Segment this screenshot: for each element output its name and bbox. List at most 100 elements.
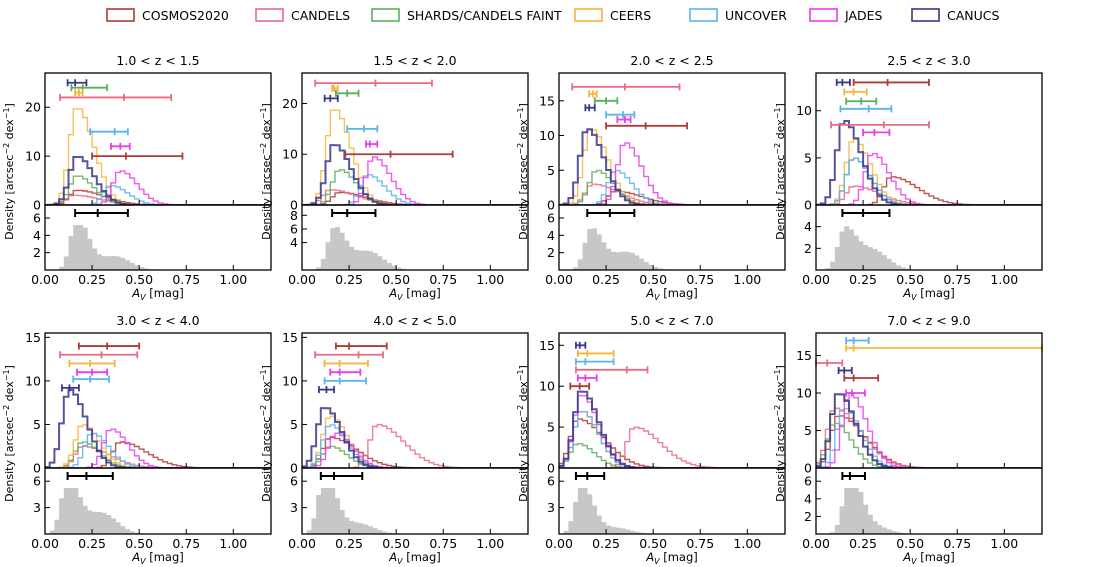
overall-errorbar (319, 472, 364, 480)
combined-histogram (573, 228, 668, 270)
combined-bin (115, 256, 121, 270)
combined-bin (59, 498, 65, 534)
combined-bin (320, 258, 326, 270)
panel: 3.0 < z < 4.0 0 5 10 15 3 6 0.00 0.25 0.50 0.75 1.0… (2, 313, 272, 566)
y-axis-label: Density [arcsec−2 dex−1] (773, 365, 787, 502)
y-tick-label: 6 (290, 474, 298, 489)
combined-bin (363, 250, 369, 270)
y-tick-label: 2 (804, 509, 812, 524)
combined-bin (896, 265, 902, 270)
y-tick-label: 0 (33, 198, 41, 213)
combined-bin (63, 488, 69, 534)
y-tick-label: 3 (290, 500, 298, 515)
survey-errorbar (845, 389, 866, 397)
bottom-axes (301, 467, 529, 535)
survey-errorbar (314, 79, 433, 87)
x-tick-label: 0.00 (288, 536, 316, 551)
y-tick-label: 5 (290, 417, 298, 432)
survey-errorbar (74, 89, 84, 97)
x-tick-label: 0.75 (943, 536, 971, 551)
survey-errorbar (845, 337, 870, 344)
bottom-axes (44, 204, 272, 271)
survey-histogram (816, 152, 1042, 205)
combined-bin (344, 517, 350, 534)
combined-histogram (825, 226, 916, 270)
combined-bin (825, 268, 831, 270)
survey-errorbar (331, 84, 339, 92)
combined-bin (587, 229, 593, 270)
y-axis-label: Density [arcsec−2 dex−1] (259, 365, 273, 502)
x-tick-label: 0.25 (849, 536, 877, 551)
histograms (816, 392, 1042, 468)
y-tick-label: 3 (547, 500, 555, 515)
panel: 2.5 < z < 3.0 0 5 10 2 4 0.00 0.25 0.50 0.75 1.00 A… (773, 53, 1043, 302)
y-tick-label: 0 (290, 198, 298, 213)
survey-histogram (816, 185, 1042, 205)
survey-histogram (816, 157, 1042, 205)
combined-bin (596, 515, 602, 534)
y-tick-label: 6 (804, 474, 812, 489)
combined-bin (863, 245, 869, 270)
survey-errorbar (837, 367, 853, 374)
survey-histogram (45, 388, 271, 468)
survey-histogram (816, 392, 1042, 468)
combined-bin (844, 226, 850, 270)
survey-histogram (45, 428, 271, 468)
combined-bin (881, 527, 887, 534)
y-tick-label: 10 (796, 103, 812, 118)
survey-errorbar (110, 142, 131, 150)
combined-bin (101, 512, 107, 534)
survey-errorbar (584, 104, 596, 112)
survey-errorbar (365, 140, 379, 148)
panel-title: 1.5 < z < 2.0 (373, 53, 456, 68)
x-tick-label: 0.75 (429, 272, 457, 287)
combined-bin (344, 240, 350, 270)
histograms (45, 388, 271, 468)
x-tick-label: 0.50 (125, 272, 153, 287)
combined-bin (115, 522, 121, 534)
x-tick-label: 0.50 (639, 272, 667, 287)
combined-bin (316, 495, 322, 534)
x-axis-label: AV [mag] (902, 550, 955, 566)
combined-bin (367, 526, 373, 534)
combined-bin (87, 238, 93, 270)
combined-bin (639, 258, 645, 270)
combined-bin (886, 529, 892, 534)
combined-bin (349, 520, 355, 534)
x-axis-label: AV [mag] (131, 286, 184, 302)
survey-histogram (302, 424, 528, 468)
panel: 1.5 < z < 2.0 0 10 20 468 0.00 0.25 0.50 0.75 1.0… (259, 53, 529, 302)
y-axis-label: Density [arcsec−2 dex−1] (2, 365, 16, 502)
combined-bin (573, 267, 579, 270)
panel-title: 5.0 < z < 7.0 (630, 313, 713, 328)
panel-title: 2.0 < z < 2.5 (630, 53, 713, 68)
x-tick-label: 1.00 (733, 536, 761, 551)
y-tick-label: 2 (33, 245, 41, 260)
combined-bin (92, 511, 98, 534)
combined-bin (139, 267, 145, 270)
combined-histogram (45, 488, 145, 534)
y-tick-label: 15 (25, 330, 41, 345)
y-tick-label: 6 (547, 474, 555, 489)
x-tick-label: 0.75 (943, 272, 971, 287)
survey-errorbar (815, 359, 844, 367)
top-axes (815, 72, 1043, 206)
combined-bin (867, 247, 873, 270)
y-tick-label: 2 (547, 245, 555, 260)
survey-histogram (45, 189, 271, 205)
combined-bin (830, 261, 836, 270)
survey-errorbar (605, 122, 688, 130)
combined-bin (634, 255, 640, 270)
combined-bin (858, 492, 864, 534)
x-tick-label: 1.00 (476, 536, 504, 551)
combined-bin (886, 258, 892, 270)
survey-errorbar (68, 359, 116, 367)
legend: COSMOS2020 CANDELS SHARDS/CANDELS FAINT CEE… (106, 8, 1000, 23)
combined-bin (577, 259, 583, 270)
x-tick-label: 0.25 (78, 272, 106, 287)
combined-bin (92, 248, 98, 270)
y-tick-label: 5 (804, 150, 812, 165)
combined-bin (68, 488, 74, 534)
survey-histogram (816, 393, 1042, 468)
y-tick-label: 20 (282, 96, 298, 111)
